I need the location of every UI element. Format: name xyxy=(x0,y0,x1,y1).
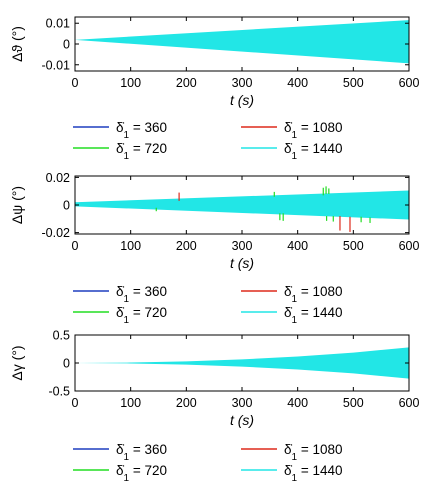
series-band xyxy=(75,190,409,220)
legend-label: δ̇1 = 720 xyxy=(116,463,167,484)
legend-label: δ̇1 = 360 xyxy=(116,120,167,141)
x-tick-label: 300 xyxy=(232,396,253,410)
y-axis-label: Δγ (°) xyxy=(9,345,25,380)
x-tick-label: 400 xyxy=(287,239,308,253)
x-tick-label: 100 xyxy=(120,76,141,90)
x-tick-label: 600 xyxy=(399,76,420,90)
legend-label: δ̇1 = 1080 xyxy=(284,442,343,463)
y-tick-label: 0 xyxy=(63,199,70,213)
legend-item: δ̇1 = 1440 xyxy=(241,305,343,326)
y-tick-label: 0.01 xyxy=(46,17,70,31)
x-tick-label: 0 xyxy=(72,76,79,90)
legend-item: δ̇1 = 360 xyxy=(73,442,167,463)
y-tick-label: 0.02 xyxy=(46,171,70,185)
x-tick-label: 0 xyxy=(72,396,79,410)
legend-label: δ̇1 = 360 xyxy=(116,442,167,463)
y-tick-label: -0.02 xyxy=(42,226,71,240)
y-axis-label: Δϑ (°) xyxy=(9,26,25,62)
legend-item: δ̇1 = 1080 xyxy=(241,284,343,305)
y-tick-label: 0.5 xyxy=(53,329,70,343)
legend-label: δ̇1 = 1440 xyxy=(284,141,343,162)
legend-item: δ̇1 = 1080 xyxy=(241,120,343,141)
x-tick-label: 500 xyxy=(343,76,364,90)
legend-label: δ̇1 = 1440 xyxy=(284,305,343,326)
legend-item: δ̇1 = 1440 xyxy=(241,463,343,484)
x-tick-label: 300 xyxy=(232,76,253,90)
legend-item: δ̇1 = 1440 xyxy=(241,141,343,162)
y-tick-label: -0.5 xyxy=(48,385,70,399)
x-tick-label: 400 xyxy=(287,76,308,90)
x-tick-label: 600 xyxy=(399,396,420,410)
legend-item: δ̇1 = 720 xyxy=(73,141,167,162)
x-tick-label: 200 xyxy=(176,239,197,253)
x-axis-label: t (s) xyxy=(230,92,254,108)
series-band xyxy=(75,347,409,379)
y-tick-label: 0 xyxy=(63,38,70,52)
x-tick-label: 100 xyxy=(120,396,141,410)
x-tick-label: 500 xyxy=(343,396,364,410)
x-tick-label: 500 xyxy=(343,239,364,253)
legend-label: δ̇1 = 1080 xyxy=(284,120,343,141)
legend-label: δ̇1 = 720 xyxy=(116,141,167,162)
legend-label: δ̇1 = 360 xyxy=(116,284,167,305)
y-axis-label: Δψ (°) xyxy=(9,186,25,224)
series-band xyxy=(75,20,409,64)
x-tick-label: 100 xyxy=(120,239,141,253)
x-axis-label: t (s) xyxy=(230,412,254,428)
x-tick-label: 200 xyxy=(176,396,197,410)
x-tick-label: 400 xyxy=(287,396,308,410)
legend-label: δ̇1 = 1080 xyxy=(284,284,343,305)
x-tick-label: 200 xyxy=(176,76,197,90)
legend-item: δ̇1 = 360 xyxy=(73,284,167,305)
legend-label: δ̇1 = 1440 xyxy=(284,463,343,484)
x-axis-label: t (s) xyxy=(230,255,254,271)
legend-item: δ̇1 = 720 xyxy=(73,463,167,484)
x-tick-label: 300 xyxy=(232,239,253,253)
legend-item: δ̇1 = 1080 xyxy=(241,442,343,463)
y-tick-label: -0.01 xyxy=(42,58,71,72)
x-tick-label: 0 xyxy=(72,239,79,253)
legend-label: δ̇1 = 720 xyxy=(116,305,167,326)
legend-item: δ̇1 = 360 xyxy=(73,120,167,141)
legend-item: δ̇1 = 720 xyxy=(73,305,167,326)
chart-panel-3: 0 100 200 300 400 500 600-0.500.5t (s)Δγ (°)δ̇… xyxy=(9,329,419,484)
y-tick-label: 0 xyxy=(63,357,70,371)
x-tick-label: 600 xyxy=(399,239,420,253)
